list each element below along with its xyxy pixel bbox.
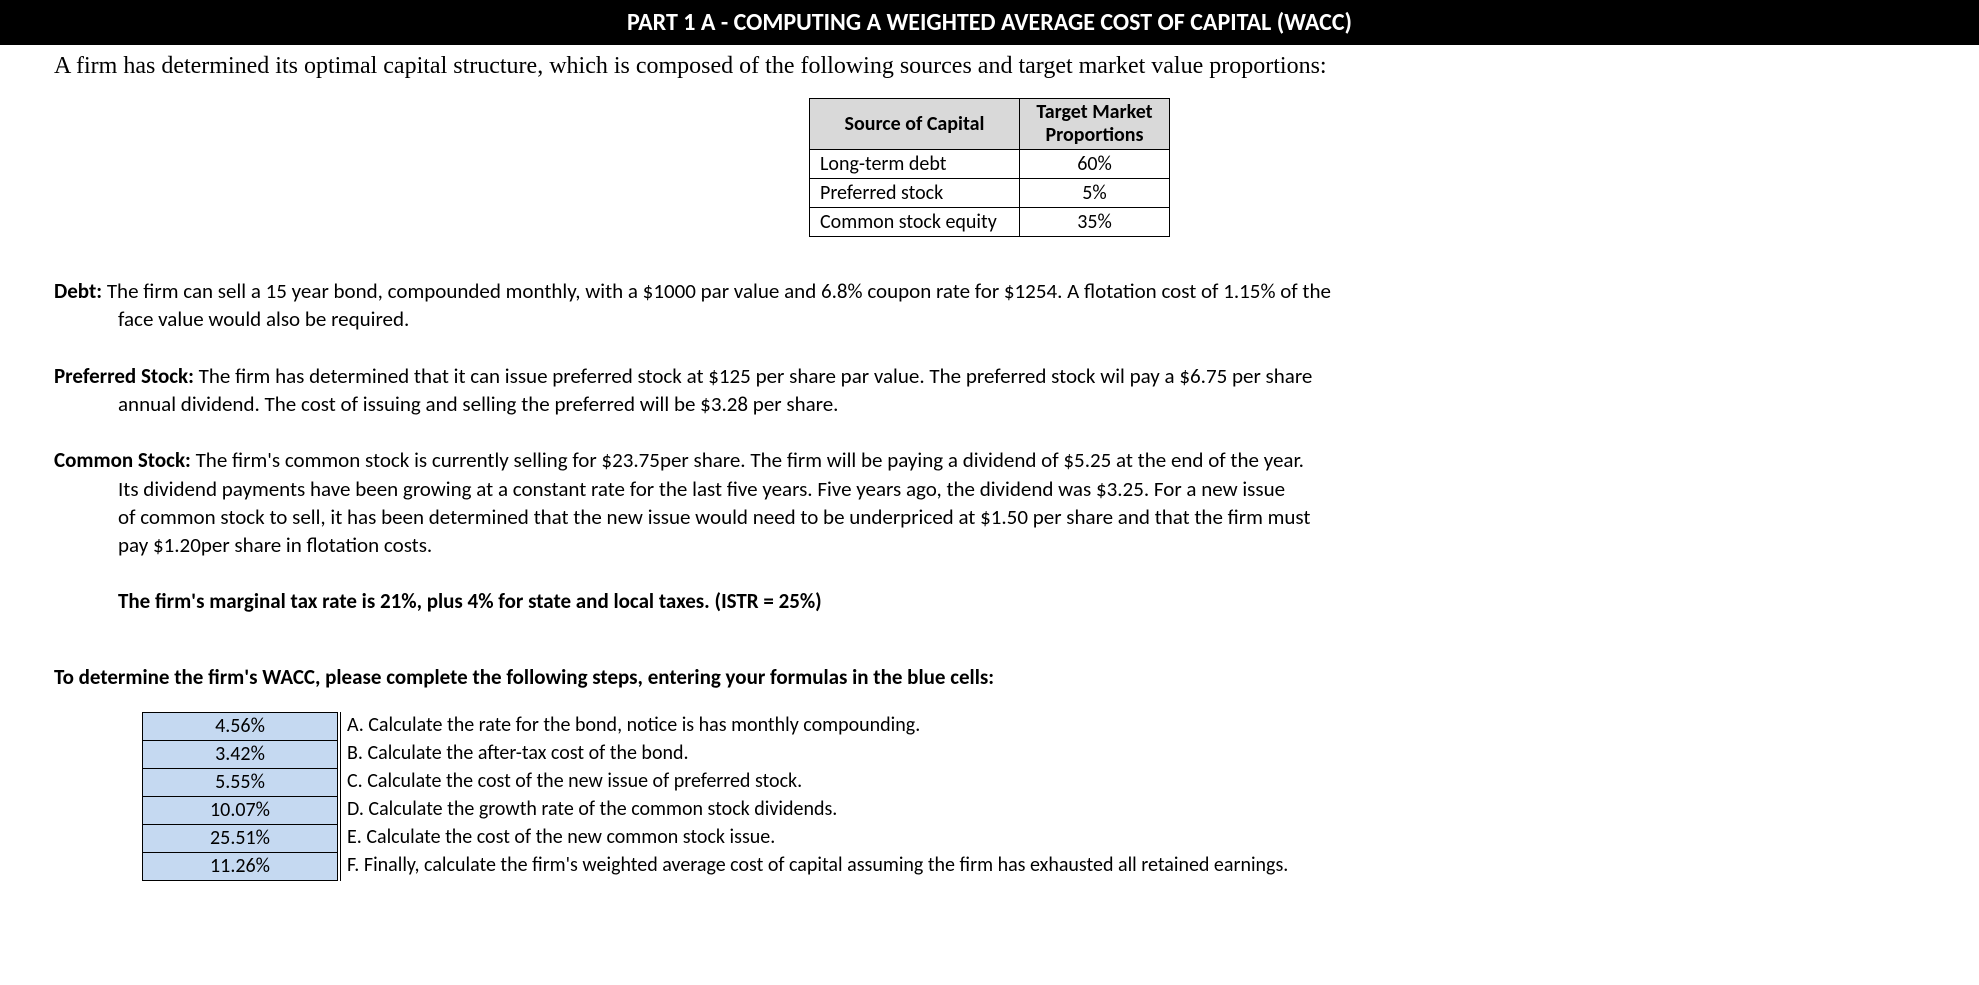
instruction-text: To determine the firm's WACC, please com… [54, 664, 1925, 690]
table-row: Preferred stock 5% [810, 179, 1170, 208]
table-header-source: Source of Capital [810, 99, 1020, 150]
common-label: Common Stock: [54, 447, 191, 473]
debt-line1: The firm can sell a 15 year bond, compou… [102, 278, 1331, 304]
answer-cell-b[interactable]: 3.42% [142, 740, 338, 769]
common-line3: of common stock to sell, it has been det… [54, 503, 1925, 531]
table-row: Common stock equity 35% [810, 208, 1170, 237]
cell-target: 5% [1020, 179, 1170, 208]
cell-source: Common stock equity [810, 208, 1020, 237]
preferred-line1: The firm has determined that it can issu… [194, 363, 1312, 389]
preferred-paragraph: Preferred Stock: The firm has determined… [54, 362, 1925, 419]
tax-line: The firm's marginal tax rate is 21%, plu… [54, 588, 1925, 614]
cell-target: 60% [1020, 150, 1170, 179]
answer-cell-d[interactable]: 10.07% [142, 796, 338, 825]
debt-paragraph: Debt: The firm can sell a 15 year bond, … [54, 277, 1925, 334]
answer-desc-b: B. Calculate the after-tax cost of the b… [340, 740, 1288, 769]
preferred-line2: annual dividend. The cost of issuing and… [54, 390, 1925, 418]
common-paragraph: Common Stock: The firm's common stock is… [54, 446, 1925, 559]
answers-block: 4.56% 3.42% 5.55% 10.07% 25.51% 11.26% A… [54, 712, 1925, 881]
capital-structure-table: Source of Capital Target Market Proporti… [809, 98, 1170, 237]
table-header-target: Target Market Proportions [1020, 99, 1170, 150]
answer-descriptions-column: A. Calculate the rate for the bond, noti… [340, 712, 1288, 881]
body-section: Debt: The firm can sell a 15 year bond, … [0, 277, 1979, 881]
debt-label: Debt: [54, 278, 102, 304]
answer-desc-a: A. Calculate the rate for the bond, noti… [340, 712, 1288, 741]
debt-line2: face value would also be required. [54, 305, 1925, 333]
page-header: PART 1 A - COMPUTING A WEIGHTED AVERAGE … [0, 0, 1979, 45]
preferred-label: Preferred Stock: [54, 363, 194, 389]
answer-cell-f[interactable]: 11.26% [142, 852, 338, 881]
cell-target: 35% [1020, 208, 1170, 237]
answer-desc-c: C. Calculate the cost of the new issue o… [340, 768, 1288, 797]
answer-cell-e[interactable]: 25.51% [142, 824, 338, 853]
answer-desc-e: E. Calculate the cost of the new common … [340, 824, 1288, 853]
page-title: PART 1 A - COMPUTING A WEIGHTED AVERAGE … [627, 8, 1352, 37]
answer-desc-f: F. Finally, calculate the firm's weighte… [340, 852, 1288, 881]
cell-source: Long-term debt [810, 150, 1020, 179]
common-line2: Its dividend payments have been growing … [54, 475, 1925, 503]
answer-desc-d: D. Calculate the growth rate of the comm… [340, 796, 1288, 825]
common-line1: The firm's common stock is currently sel… [191, 447, 1304, 473]
cell-source: Preferred stock [810, 179, 1020, 208]
answer-cell-a[interactable]: 4.56% [142, 712, 338, 741]
answer-cell-c[interactable]: 5.55% [142, 768, 338, 797]
intro-text: A firm has determined its optimal capita… [0, 45, 1979, 98]
common-line4: pay $1.20per share in flotation costs. [54, 531, 1925, 559]
answer-cells-column: 4.56% 3.42% 5.55% 10.07% 25.51% 11.26% [142, 712, 338, 881]
table-row: Long-term debt 60% [810, 150, 1170, 179]
